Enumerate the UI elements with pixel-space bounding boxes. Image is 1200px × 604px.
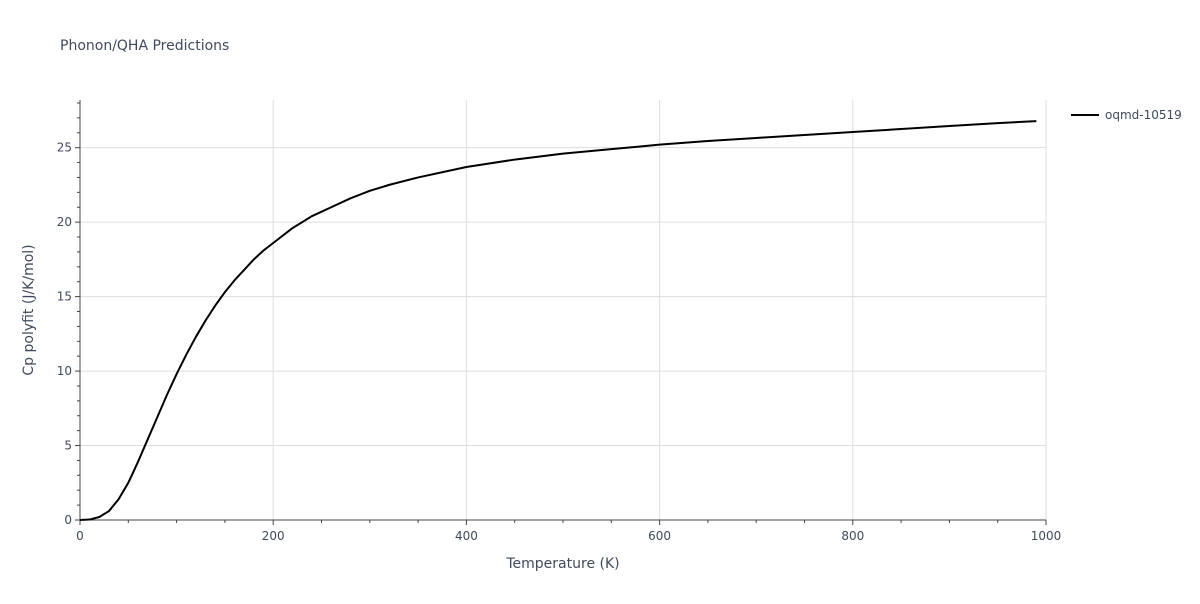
y-tick-label: 25 xyxy=(57,141,72,155)
grid xyxy=(80,100,1047,520)
y-tick-label: 20 xyxy=(57,215,72,229)
x-tick-label: 800 xyxy=(841,529,864,543)
axes: 0 200 400 600 800 1000 0 5 10 15 20 25 xyxy=(57,100,1062,543)
x-tick-label: 0 xyxy=(76,529,84,543)
x-tick-label: 400 xyxy=(455,529,478,543)
y-tick-label: 0 xyxy=(64,513,72,527)
x-tick-label: 200 xyxy=(262,529,285,543)
x-tick-label: 1000 xyxy=(1031,529,1062,543)
y-tick-label: 10 xyxy=(57,364,72,378)
y-axis-label: Cp polyfit (J/K/mol) xyxy=(21,244,37,375)
series-layer xyxy=(79,120,1037,521)
legend[interactable]: oqmd-10519 xyxy=(1071,108,1182,122)
series-line-oqmd-10519 xyxy=(79,120,1037,521)
x-tick-label: 600 xyxy=(648,529,671,543)
y-tick-label: 15 xyxy=(57,290,72,304)
chart-title: Phonon/QHA Predictions xyxy=(60,38,229,54)
x-axis-label: Temperature (K) xyxy=(505,556,619,572)
legend-label: oqmd-10519 xyxy=(1105,108,1182,122)
y-tick-label: 5 xyxy=(64,439,72,453)
